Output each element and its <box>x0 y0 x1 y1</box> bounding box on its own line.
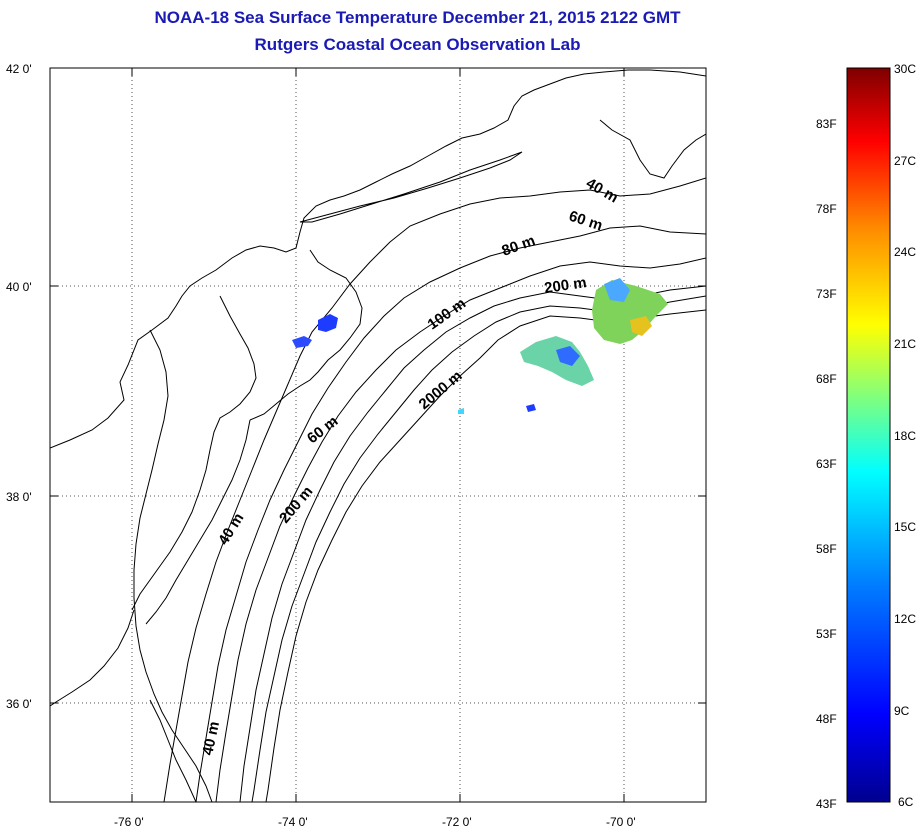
sst-data-patches <box>292 278 668 414</box>
colorbar-label-c: 24C <box>894 245 917 259</box>
map-frame <box>49 67 707 803</box>
nc-coast <box>50 609 135 707</box>
sst-patch-nj-shelf <box>292 336 312 348</box>
sst-patch-east-c <box>630 316 652 336</box>
chesapeake-bay <box>133 329 213 802</box>
contour-2000m <box>265 309 706 802</box>
delmarva-coast <box>145 419 251 625</box>
sst-patch-mid-d <box>526 404 536 412</box>
bathymetry <box>163 177 706 802</box>
colorbar-label-c: 30C <box>894 62 917 76</box>
lat-tick-label: 40 0' <box>6 280 32 294</box>
colorbar-label-c: 18C <box>894 429 917 443</box>
contour-60m <box>195 225 706 802</box>
lat-tick-label: 36 0' <box>6 697 32 711</box>
colorbar-label-f: 83F <box>816 117 837 131</box>
colorbar <box>846 67 891 803</box>
colorbar-label-f: 73F <box>816 287 837 301</box>
lon-tick-label: -72 0' <box>442 815 472 829</box>
nj-coast <box>249 249 363 421</box>
sst-patch-ny-bight <box>318 314 338 332</box>
depth-label: 200 m <box>543 274 587 297</box>
contour-200m <box>251 295 706 802</box>
colorbar-label-f: 63F <box>816 457 837 471</box>
lat-tick-label: 42 0' <box>6 62 32 76</box>
sst-patch-mid-b <box>556 346 580 366</box>
map-title: NOAA-18 Sea Surface Temperature December… <box>154 8 681 27</box>
map-subtitle: Rutgers Coastal Ocean Observation Lab <box>254 35 581 54</box>
depth-label: 40 m <box>199 720 223 757</box>
delaware-bay <box>131 295 257 611</box>
contour-80m <box>215 257 706 802</box>
contour-100m <box>239 285 706 802</box>
sst-patch-east-b <box>604 278 630 302</box>
coastline <box>50 69 706 449</box>
colorbar-label-f: 58F <box>816 542 837 556</box>
colorbar-label-f: 68F <box>816 372 837 386</box>
lon-tick-label: -74 0' <box>278 815 308 829</box>
colorbar-label-f: 78F <box>816 202 837 216</box>
sst-patch-mid-a <box>520 336 594 386</box>
lon-tick-label: -76 0' <box>114 815 144 829</box>
tick-marks <box>50 67 706 802</box>
lat-tick-label: 38 0' <box>6 490 32 504</box>
axis-labels: 42 0' 40 0' 38 0' 36 0' -76 0' -74 0' -7… <box>6 62 636 829</box>
graticule <box>50 68 706 802</box>
contour-40m <box>163 177 706 802</box>
colorbar-label-c: 12C <box>894 612 917 626</box>
long-island <box>299 151 523 223</box>
colorbar-label-c: 21C <box>894 337 917 351</box>
colorbar-label-c: 15C <box>894 520 917 534</box>
lon-tick-label: -70 0' <box>606 815 636 829</box>
colorbar-label-c: 27C <box>894 154 917 168</box>
colorbar-label-f: 48F <box>816 712 837 726</box>
coastline-ri-ma <box>599 119 706 179</box>
colorbar-label-f: 53F <box>816 627 837 641</box>
colorbar-label-c: 9C <box>894 704 910 718</box>
colorbar-label-c: 6C <box>898 795 914 809</box>
sst-patch-mid-c <box>458 408 464 414</box>
colorbar-label-f: 43F <box>816 797 837 811</box>
